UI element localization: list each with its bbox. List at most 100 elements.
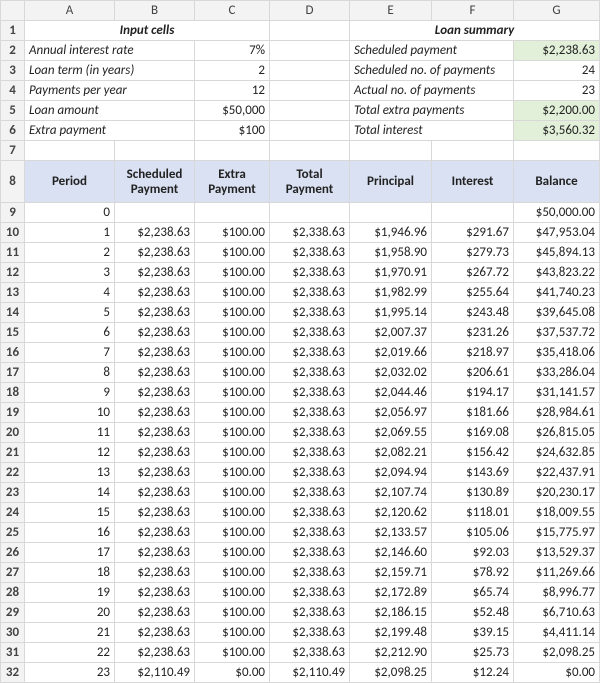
cell-principal-23[interactable]: $2,098.25 (350, 663, 432, 683)
cell-principal-7[interactable]: $2,019.66 (350, 343, 432, 363)
cell-period-23[interactable]: 23 (25, 663, 115, 683)
row-header-11[interactable]: 11 (1, 243, 25, 263)
cell-interest-22[interactable]: $25.73 (432, 643, 514, 663)
cell-total-15[interactable]: $2,338.63 (270, 503, 350, 523)
select-all-corner[interactable] (1, 1, 25, 21)
cell-balance-4[interactable]: $41,740.23 (514, 283, 600, 303)
cell-balance-2[interactable]: $45,894.13 (514, 243, 600, 263)
cell-r7-c6[interactable] (514, 141, 600, 161)
cell-total-22[interactable]: $2,338.63 (270, 643, 350, 663)
cell-sched-0[interactable] (115, 203, 195, 223)
cell-interest-2[interactable]: $279.73 (432, 243, 514, 263)
cell-balance-9[interactable]: $31,141.57 (514, 383, 600, 403)
cell-period-8[interactable]: 8 (25, 363, 115, 383)
cell-period-22[interactable]: 22 (25, 643, 115, 663)
row-header-28[interactable]: 28 (1, 583, 25, 603)
row-header-26[interactable]: 26 (1, 543, 25, 563)
cell-interest-20[interactable]: $52.48 (432, 603, 514, 623)
row-header-17[interactable]: 17 (1, 363, 25, 383)
cell-D3[interactable] (270, 61, 350, 81)
row-header-25[interactable]: 25 (1, 523, 25, 543)
cell-extra-12[interactable]: $100.00 (195, 443, 270, 463)
column-header-G[interactable]: G (514, 1, 600, 21)
row-header-8[interactable]: 8 (1, 161, 25, 203)
row-header-22[interactable]: 22 (1, 463, 25, 483)
cell-balance-23[interactable]: $0.00 (514, 663, 600, 683)
summary-value-sched[interactable]: $2,238.63 (514, 41, 600, 61)
row-header-6[interactable]: 6 (1, 121, 25, 141)
cell-principal-4[interactable]: $1,982.99 (350, 283, 432, 303)
cell-principal-0[interactable] (350, 203, 432, 223)
input-value-extra[interactable]: $100 (195, 121, 270, 141)
cell-balance-10[interactable]: $28,984.61 (514, 403, 600, 423)
cell-period-0[interactable]: 0 (25, 203, 115, 223)
cell-sched-18[interactable]: $2,238.63 (115, 563, 195, 583)
cell-period-15[interactable]: 15 (25, 503, 115, 523)
cell-principal-17[interactable]: $2,146.60 (350, 543, 432, 563)
cell-period-13[interactable]: 13 (25, 463, 115, 483)
spreadsheet[interactable]: ABCDEFG1Input cellsLoan summary2Annual i… (0, 0, 600, 683)
cell-extra-1[interactable]: $100.00 (195, 223, 270, 243)
cell-total-14[interactable]: $2,338.63 (270, 483, 350, 503)
row-header-4[interactable]: 4 (1, 81, 25, 101)
cell-extra-2[interactable]: $100.00 (195, 243, 270, 263)
cell-principal-2[interactable]: $1,958.90 (350, 243, 432, 263)
cell-period-19[interactable]: 19 (25, 583, 115, 603)
row-header-19[interactable]: 19 (1, 403, 25, 423)
cell-extra-10[interactable]: $100.00 (195, 403, 270, 423)
row-header-24[interactable]: 24 (1, 503, 25, 523)
input-value-amount[interactable]: $50,000 (195, 101, 270, 121)
cell-period-9[interactable]: 9 (25, 383, 115, 403)
cell-sched-5[interactable]: $2,238.63 (115, 303, 195, 323)
cell-total-17[interactable]: $2,338.63 (270, 543, 350, 563)
cell-balance-7[interactable]: $35,418.06 (514, 343, 600, 363)
cell-interest-12[interactable]: $156.42 (432, 443, 514, 463)
cell-balance-19[interactable]: $8,996.77 (514, 583, 600, 603)
row-header-21[interactable]: 21 (1, 443, 25, 463)
cell-total-3[interactable]: $2,338.63 (270, 263, 350, 283)
row-header-27[interactable]: 27 (1, 563, 25, 583)
cell-interest-3[interactable]: $267.72 (432, 263, 514, 283)
cell-interest-6[interactable]: $231.26 (432, 323, 514, 343)
cell-interest-14[interactable]: $130.89 (432, 483, 514, 503)
cell-interest-16[interactable]: $105.06 (432, 523, 514, 543)
cell-balance-12[interactable]: $24,632.85 (514, 443, 600, 463)
cell-interest-19[interactable]: $65.74 (432, 583, 514, 603)
row-header-16[interactable]: 16 (1, 343, 25, 363)
cell-period-21[interactable]: 21 (25, 623, 115, 643)
row-header-12[interactable]: 12 (1, 263, 25, 283)
row-header-13[interactable]: 13 (1, 283, 25, 303)
cell-balance-21[interactable]: $4,411.14 (514, 623, 600, 643)
cell-total-11[interactable]: $2,338.63 (270, 423, 350, 443)
cell-sched-4[interactable]: $2,238.63 (115, 283, 195, 303)
cell-balance-8[interactable]: $33,286.04 (514, 363, 600, 383)
cell-extra-21[interactable]: $100.00 (195, 623, 270, 643)
cell-r7-c1[interactable] (115, 141, 195, 161)
cell-period-3[interactable]: 3 (25, 263, 115, 283)
cell-sched-6[interactable]: $2,238.63 (115, 323, 195, 343)
cell-total-7[interactable]: $2,338.63 (270, 343, 350, 363)
cell-period-4[interactable]: 4 (25, 283, 115, 303)
cell-principal-21[interactable]: $2,199.48 (350, 623, 432, 643)
row-header-29[interactable]: 29 (1, 603, 25, 623)
cell-balance-18[interactable]: $11,269.66 (514, 563, 600, 583)
column-header-D[interactable]: D (270, 1, 350, 21)
cell-total-13[interactable]: $2,338.63 (270, 463, 350, 483)
cell-principal-6[interactable]: $2,007.37 (350, 323, 432, 343)
cell-total-18[interactable]: $2,338.63 (270, 563, 350, 583)
summary-value-tint[interactable]: $3,560.32 (514, 121, 600, 141)
cell-principal-19[interactable]: $2,172.89 (350, 583, 432, 603)
cell-sched-9[interactable]: $2,238.63 (115, 383, 195, 403)
cell-total-0[interactable] (270, 203, 350, 223)
cell-period-14[interactable]: 14 (25, 483, 115, 503)
cell-sched-13[interactable]: $2,238.63 (115, 463, 195, 483)
cell-sched-10[interactable]: $2,238.63 (115, 403, 195, 423)
cell-total-5[interactable]: $2,338.63 (270, 303, 350, 323)
cell-principal-13[interactable]: $2,094.94 (350, 463, 432, 483)
row-header-32[interactable]: 32 (1, 663, 25, 683)
cell-balance-15[interactable]: $18,009.55 (514, 503, 600, 523)
cell-D2[interactable] (270, 41, 350, 61)
cell-extra-23[interactable]: $0.00 (195, 663, 270, 683)
cell-interest-21[interactable]: $39.15 (432, 623, 514, 643)
cell-sched-22[interactable]: $2,238.63 (115, 643, 195, 663)
